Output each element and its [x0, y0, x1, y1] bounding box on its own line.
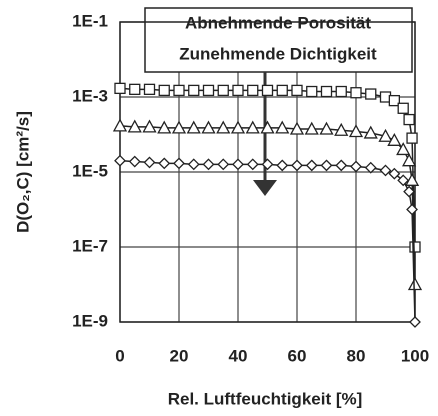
marker [129, 83, 141, 95]
y-tick-label: 1E-9 [72, 311, 108, 330]
marker [388, 94, 401, 107]
marker [114, 154, 126, 167]
marker [320, 85, 333, 98]
marker [350, 160, 362, 173]
marker [127, 119, 142, 133]
marker [379, 164, 392, 177]
marker [261, 84, 274, 97]
marker [217, 158, 230, 171]
series-line [119, 125, 416, 285]
marker [128, 155, 141, 168]
y-tick-label: 1E-1 [72, 11, 108, 30]
marker [334, 122, 349, 136]
marker [173, 157, 185, 170]
marker [261, 158, 274, 171]
x-axis-label: Rel. Luftfeuchtigkeit [%] [168, 389, 363, 408]
marker [187, 158, 200, 171]
marker [143, 156, 156, 169]
marker [202, 84, 215, 97]
marker [403, 185, 416, 198]
marker [402, 153, 417, 167]
y-tick-label: 1E-7 [72, 236, 108, 255]
marker [409, 241, 421, 253]
marker [319, 121, 334, 135]
marker [142, 119, 157, 133]
marker [157, 120, 172, 134]
marker [232, 84, 244, 97]
marker [276, 84, 288, 97]
marker [114, 82, 126, 95]
marker [404, 172, 420, 186]
arrow-head [253, 180, 277, 196]
x-tick-label: 100 [401, 346, 429, 365]
marker [158, 157, 171, 170]
annotation-box [144, 7, 413, 73]
marker [304, 121, 319, 135]
marker [260, 120, 275, 134]
plot-frame [119, 21, 416, 323]
marker [275, 120, 290, 134]
marker [291, 159, 303, 172]
marker [320, 159, 333, 172]
marker [403, 113, 415, 126]
y-axis-label: D(O₂,C) [cm²/s] [13, 111, 32, 233]
marker [364, 161, 377, 174]
marker [406, 203, 418, 216]
x-tick-label: 20 [170, 346, 189, 365]
marker [201, 120, 216, 134]
marker [276, 159, 289, 172]
marker [216, 120, 231, 134]
x-tick-label: 40 [229, 346, 248, 365]
marker [245, 120, 260, 134]
marker [246, 158, 259, 171]
marker [387, 132, 402, 146]
annotation: Zunehmende Dichtigkeit [179, 44, 377, 63]
marker [406, 132, 418, 144]
marker [348, 124, 364, 138]
annotation: Abnehmende Porosität [185, 13, 371, 32]
x-tick-label: 0 [115, 346, 124, 365]
marker [396, 142, 411, 156]
marker [388, 167, 401, 180]
marker [186, 120, 201, 134]
marker [143, 83, 156, 95]
marker [397, 174, 410, 187]
marker [306, 85, 318, 98]
marker [407, 277, 423, 291]
marker [335, 85, 347, 98]
y-tick-label: 1E-5 [72, 161, 108, 180]
marker [378, 128, 393, 142]
marker [230, 120, 246, 134]
marker [365, 88, 377, 100]
marker [409, 316, 421, 328]
marker [305, 159, 318, 172]
marker [232, 158, 244, 171]
marker [188, 84, 200, 97]
marker [247, 84, 259, 97]
marker [350, 87, 362, 99]
x-tick-label: 60 [288, 346, 307, 365]
marker [289, 121, 305, 135]
marker [158, 84, 170, 97]
marker [291, 84, 303, 97]
marker [335, 159, 348, 172]
marker [171, 120, 187, 134]
marker [363, 125, 378, 139]
marker [217, 84, 229, 97]
marker [112, 118, 128, 132]
marker [397, 102, 409, 114]
marker [202, 158, 215, 171]
y-tick-label: 1E-3 [72, 86, 108, 105]
x-tick-label: 80 [347, 346, 366, 365]
marker [173, 84, 185, 97]
